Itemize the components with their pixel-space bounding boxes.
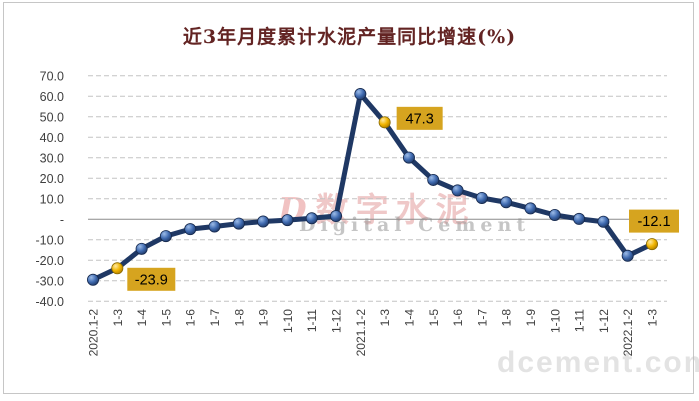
x-tick-label: 1-7	[208, 309, 222, 327]
data-point	[281, 214, 294, 227]
data-point	[621, 249, 634, 262]
data-point	[135, 242, 148, 255]
data-point	[427, 173, 440, 186]
data-point	[208, 220, 221, 233]
x-tick-label: 1-6	[451, 309, 465, 327]
x-tick-label: 2022.1-2	[621, 309, 635, 357]
x-tick-label: 1-6	[184, 309, 198, 327]
data-point	[451, 184, 464, 197]
data-label-box	[396, 106, 443, 130]
y-tick-label: 40.0	[40, 131, 64, 145]
data-point	[330, 210, 343, 223]
data-label-box	[127, 267, 176, 291]
data-point	[475, 191, 488, 204]
highlight-data-point	[646, 238, 659, 251]
y-tick-label: -40.0	[36, 295, 65, 309]
watermark-dcement-url: dcement.com	[497, 346, 699, 379]
x-tick-label: 1-5	[427, 309, 441, 327]
data-point	[524, 202, 537, 215]
x-tick-label: 1-9	[524, 309, 538, 327]
data-point	[305, 212, 318, 225]
x-tick-label: 1-5	[159, 309, 173, 327]
x-tick-label: 1-9	[257, 309, 271, 327]
x-tick-label: 1-12	[330, 309, 344, 333]
x-tick-label: 1-3	[646, 309, 660, 327]
data-point	[354, 88, 367, 101]
data-point	[500, 196, 513, 209]
data-point	[573, 212, 586, 225]
x-tick-label: 2020.1-2	[87, 309, 101, 357]
data-label-text: -12.1	[637, 214, 670, 230]
series-line	[90, 91, 655, 283]
x-tick-label: 1-4	[135, 309, 149, 327]
data-point	[402, 151, 415, 164]
data-point	[159, 230, 172, 243]
data-label-text: 47.3	[406, 111, 434, 127]
x-tick-label: 1-10	[281, 309, 295, 333]
highlight-data-point	[111, 262, 124, 275]
data-label: 47.3	[396, 106, 443, 130]
y-tick-label: 50.0	[40, 110, 64, 124]
y-tick-label: -	[60, 213, 64, 227]
data-point	[232, 217, 245, 230]
x-tick-label: 1-7	[475, 309, 489, 327]
x-tick-label: 1-11	[573, 309, 587, 332]
data-point	[597, 215, 610, 228]
data-point	[548, 208, 561, 221]
x-tick-label: 2021.1-2	[354, 309, 368, 357]
chart-border	[3, 2, 694, 394]
y-tick-label: 70.0	[40, 69, 64, 83]
x-tick-label: 1-8	[500, 309, 514, 327]
y-tick-label: -20.0	[36, 254, 65, 268]
x-tick-label: 1-3	[111, 309, 125, 327]
x-tick-label: 1-3	[378, 309, 392, 327]
y-tick-label: -30.0	[36, 274, 65, 288]
y-tick-label: -10.0	[36, 233, 65, 247]
data-label-box	[629, 209, 679, 233]
data-point	[257, 215, 270, 228]
x-tick-label: 1-10	[548, 309, 562, 333]
y-tick-label: 60.0	[40, 90, 64, 104]
x-tick-label: 1-8	[232, 309, 246, 327]
chart-title: 近3年月度累计水泥产量同比增速(%)	[182, 26, 517, 48]
data-point	[87, 273, 100, 286]
data-point	[184, 223, 197, 236]
x-tick-label: 1-12	[597, 309, 611, 333]
y-tick-label: 10.0	[40, 192, 64, 206]
x-tick-label: 1-4	[402, 309, 416, 327]
x-tick-label: 1-11	[305, 309, 319, 332]
data-label-text: -23.9	[135, 272, 168, 288]
data-label: -23.9	[127, 267, 176, 291]
highlight-data-point	[378, 116, 391, 129]
y-tick-label: 20.0	[40, 172, 64, 186]
y-tick-label: 30.0	[40, 151, 64, 165]
data-label: -12.1	[629, 209, 679, 233]
